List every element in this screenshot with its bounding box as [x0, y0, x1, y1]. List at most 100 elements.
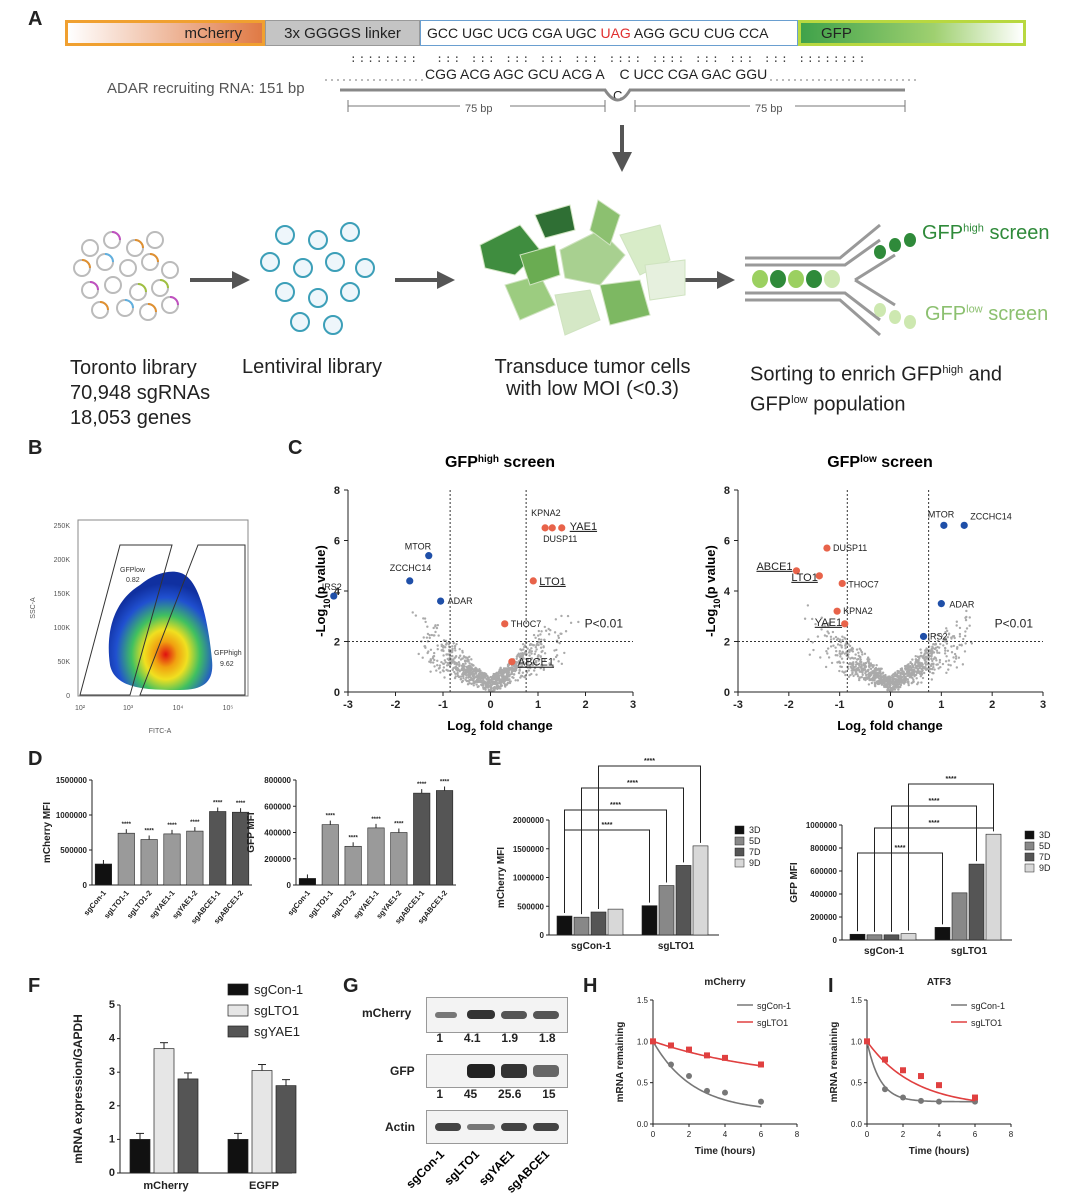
background-point: [558, 641, 561, 645]
background-point: [517, 671, 521, 675]
reporter-sequence: GCC UGC UCG CGA UGC UAG AGG GCU CUG CCA: [420, 20, 798, 46]
background-point: [443, 676, 446, 679]
background-point: [458, 664, 461, 668]
background-point: [433, 665, 436, 668]
background-point: [464, 662, 467, 665]
background-point: [526, 647, 529, 650]
background-point: [518, 668, 521, 672]
background-point: [425, 636, 429, 639]
lane-label: sgCon-1: [403, 1147, 447, 1191]
background-point: [559, 632, 562, 635]
background-point: [490, 686, 493, 690]
background-point: [426, 632, 430, 636]
background-point: [486, 674, 489, 678]
background-point: [462, 664, 465, 668]
background-point: [515, 657, 518, 660]
background-point: [431, 657, 435, 660]
gene-point-abce1: [508, 658, 516, 666]
background-point: [474, 671, 478, 674]
background-point: [554, 618, 558, 621]
gene-point-dusp11: [548, 524, 556, 532]
background-point: [464, 678, 467, 681]
x-tick-label: -3: [343, 699, 353, 711]
background-point: [432, 626, 435, 630]
background-point: [529, 666, 532, 670]
background-point: [519, 648, 522, 651]
gfp-high-main: GFP: [922, 222, 964, 244]
background-point: [528, 648, 531, 652]
arrow-right-icon: [717, 271, 735, 289]
background-point: [542, 666, 546, 670]
background-point: [500, 673, 503, 677]
step-fragment: GFP: [750, 393, 792, 416]
background-point: [428, 636, 431, 640]
background-point: [483, 686, 487, 689]
panel-label-i: I: [828, 975, 834, 997]
gene-point-kpna2: [541, 524, 549, 532]
gene-label: ABCE1: [518, 657, 554, 669]
background-point: [510, 668, 513, 671]
flow-ytick: 50K: [58, 659, 71, 666]
background-point: [506, 663, 510, 667]
background-point: [477, 672, 481, 676]
background-point: [543, 625, 547, 629]
background-point: [443, 659, 447, 662]
background-point: [532, 669, 536, 672]
background-point: [540, 638, 543, 641]
background-point: [463, 668, 466, 671]
background-point: [530, 647, 533, 650]
gene-label: DUSP11: [543, 534, 577, 544]
background-point: [493, 686, 497, 689]
x-tick-label: 1: [535, 699, 541, 711]
background-point: [497, 676, 501, 679]
background-point: [411, 611, 414, 614]
background-point: [547, 627, 550, 631]
background-point: [821, 625, 824, 628]
step-library-text: Toronto library 70,948 sgRNAs 18,053 gen…: [70, 356, 210, 431]
gate-low-value: 0.82: [126, 577, 140, 584]
sorted-droplets: [752, 233, 916, 329]
background-point: [453, 644, 457, 648]
gene-label: THOC7: [511, 619, 542, 629]
step-line: Transduce tumor cells: [494, 356, 691, 378]
background-point: [945, 629, 949, 633]
gfp-label: GFP: [821, 24, 852, 42]
background-point: [462, 672, 466, 675]
background-point: [481, 684, 485, 687]
background-point: [429, 648, 433, 651]
background-point: [457, 660, 461, 664]
flow-ytick: 100K: [54, 625, 71, 632]
background-point: [447, 658, 451, 662]
background-point: [485, 677, 488, 681]
background-point: [473, 672, 476, 676]
tumor-cells-icon: [479, 199, 686, 336]
background-point: [454, 675, 457, 678]
flow-ytick: 200K: [54, 557, 71, 564]
background-point: [414, 614, 418, 617]
flow-ytick: 0: [66, 693, 70, 700]
step-fragment: Sorting to enrich GFP: [750, 363, 943, 386]
background-point: [467, 664, 471, 668]
background-point: [468, 678, 471, 682]
panel-label-b: B: [28, 437, 43, 459]
gate-high-value: 9.62: [220, 661, 234, 668]
gene-label: ZCCHC14: [390, 563, 432, 573]
background-point: [536, 642, 539, 645]
background-point: [453, 647, 457, 650]
x-tick-label: 0: [487, 699, 493, 711]
background-point: [497, 674, 500, 677]
flow-xtick: 10⁵: [223, 705, 234, 712]
background-point: [469, 668, 472, 672]
background-point: [498, 671, 502, 674]
background-point: [445, 653, 448, 656]
background-point: [434, 630, 437, 634]
cell-sorter-icon: [745, 223, 896, 337]
linker-segment: 3x GGGGS linker: [265, 20, 420, 46]
background-point: [514, 668, 517, 671]
background-point: [499, 666, 502, 670]
background-point: [522, 660, 525, 664]
background-point: [954, 657, 958, 660]
arrow-right-icon: [437, 271, 455, 289]
gfp-segment: GFP: [798, 20, 1026, 46]
